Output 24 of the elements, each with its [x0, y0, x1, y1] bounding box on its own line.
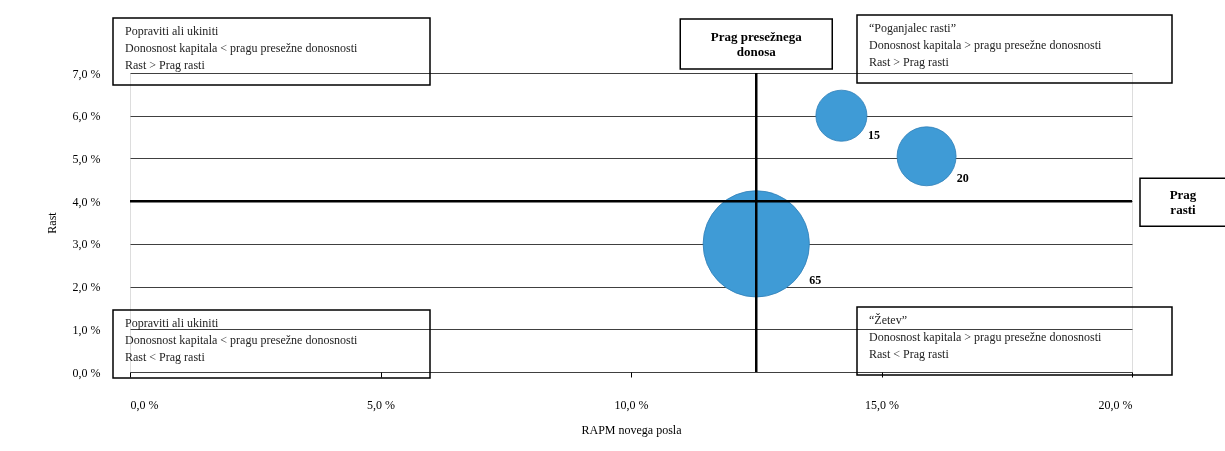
x-tick-label: 0,0 %: [130, 397, 159, 412]
y-tick-label: 5,0 %: [72, 151, 101, 166]
y-tick-label: 0,0 %: [72, 365, 101, 380]
x-tick-label: 15,0 %: [865, 397, 899, 412]
y-tick-label: 7,0 %: [72, 66, 101, 81]
text: Popraviti ali ukiniti Donosnost kapitala < pragu presežne donosnosti Rast > Prag rasti: [125, 24, 359, 72]
x-tick-label: 10,0 %: [614, 397, 649, 412]
y-tick-label: 2,0 %: [72, 280, 101, 295]
y-tick-label: 1,0 %: [72, 322, 101, 337]
data-label: 20: [956, 170, 969, 185]
y-axis-title: Rast: [44, 211, 59, 234]
ref-line-label: Prag presežnega donosa: [710, 29, 803, 59]
x-tick-label: 20,0 %: [1098, 397, 1133, 412]
annotation: “Žetev” Donosnost kapitala > pragu presežne donosnosti Rast < Prag rasti: [869, 313, 1103, 361]
text: “Poganjalec rasti” Donosnost kapitala > pragu presežne donosnosti Rast > Prag rasti: [869, 21, 1103, 69]
ref-line-label: Prag rasti: [1169, 187, 1197, 218]
data-label: 15: [867, 127, 880, 142]
y-tick-label: 6,0 %: [72, 109, 101, 124]
x-axis-title: RAPM novega posla: [581, 422, 683, 437]
y-tick-label: 3,0 %: [72, 237, 101, 252]
data-label: 65: [809, 272, 822, 287]
x-tick-label: 5,0 %: [367, 397, 395, 412]
annotation: Popraviti ali ukiniti Donosnost kapitala < pragu presežne donosnosti Rast < Prag rasti: [125, 316, 359, 364]
y-tick-label: 4,0 %: [72, 194, 101, 209]
